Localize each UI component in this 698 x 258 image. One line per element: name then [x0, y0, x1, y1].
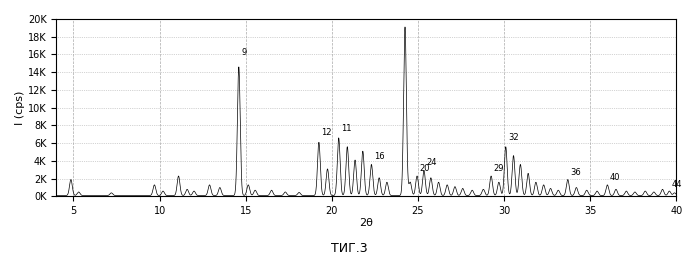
Text: 12: 12 — [322, 128, 332, 137]
Text: 29: 29 — [493, 164, 504, 173]
Text: 9: 9 — [242, 49, 246, 58]
X-axis label: 2θ: 2θ — [359, 217, 373, 228]
Text: 40: 40 — [610, 173, 621, 182]
Y-axis label: I (cps): I (cps) — [15, 91, 25, 125]
Text: 24: 24 — [426, 158, 437, 167]
Text: 16: 16 — [374, 152, 385, 161]
Text: ΤИГ.3: ΤИГ.3 — [331, 243, 367, 255]
Text: 36: 36 — [570, 168, 581, 177]
Text: 44: 44 — [672, 180, 683, 189]
Text: 11: 11 — [341, 124, 352, 133]
Text: 32: 32 — [508, 133, 519, 142]
Text: 20: 20 — [419, 164, 430, 173]
